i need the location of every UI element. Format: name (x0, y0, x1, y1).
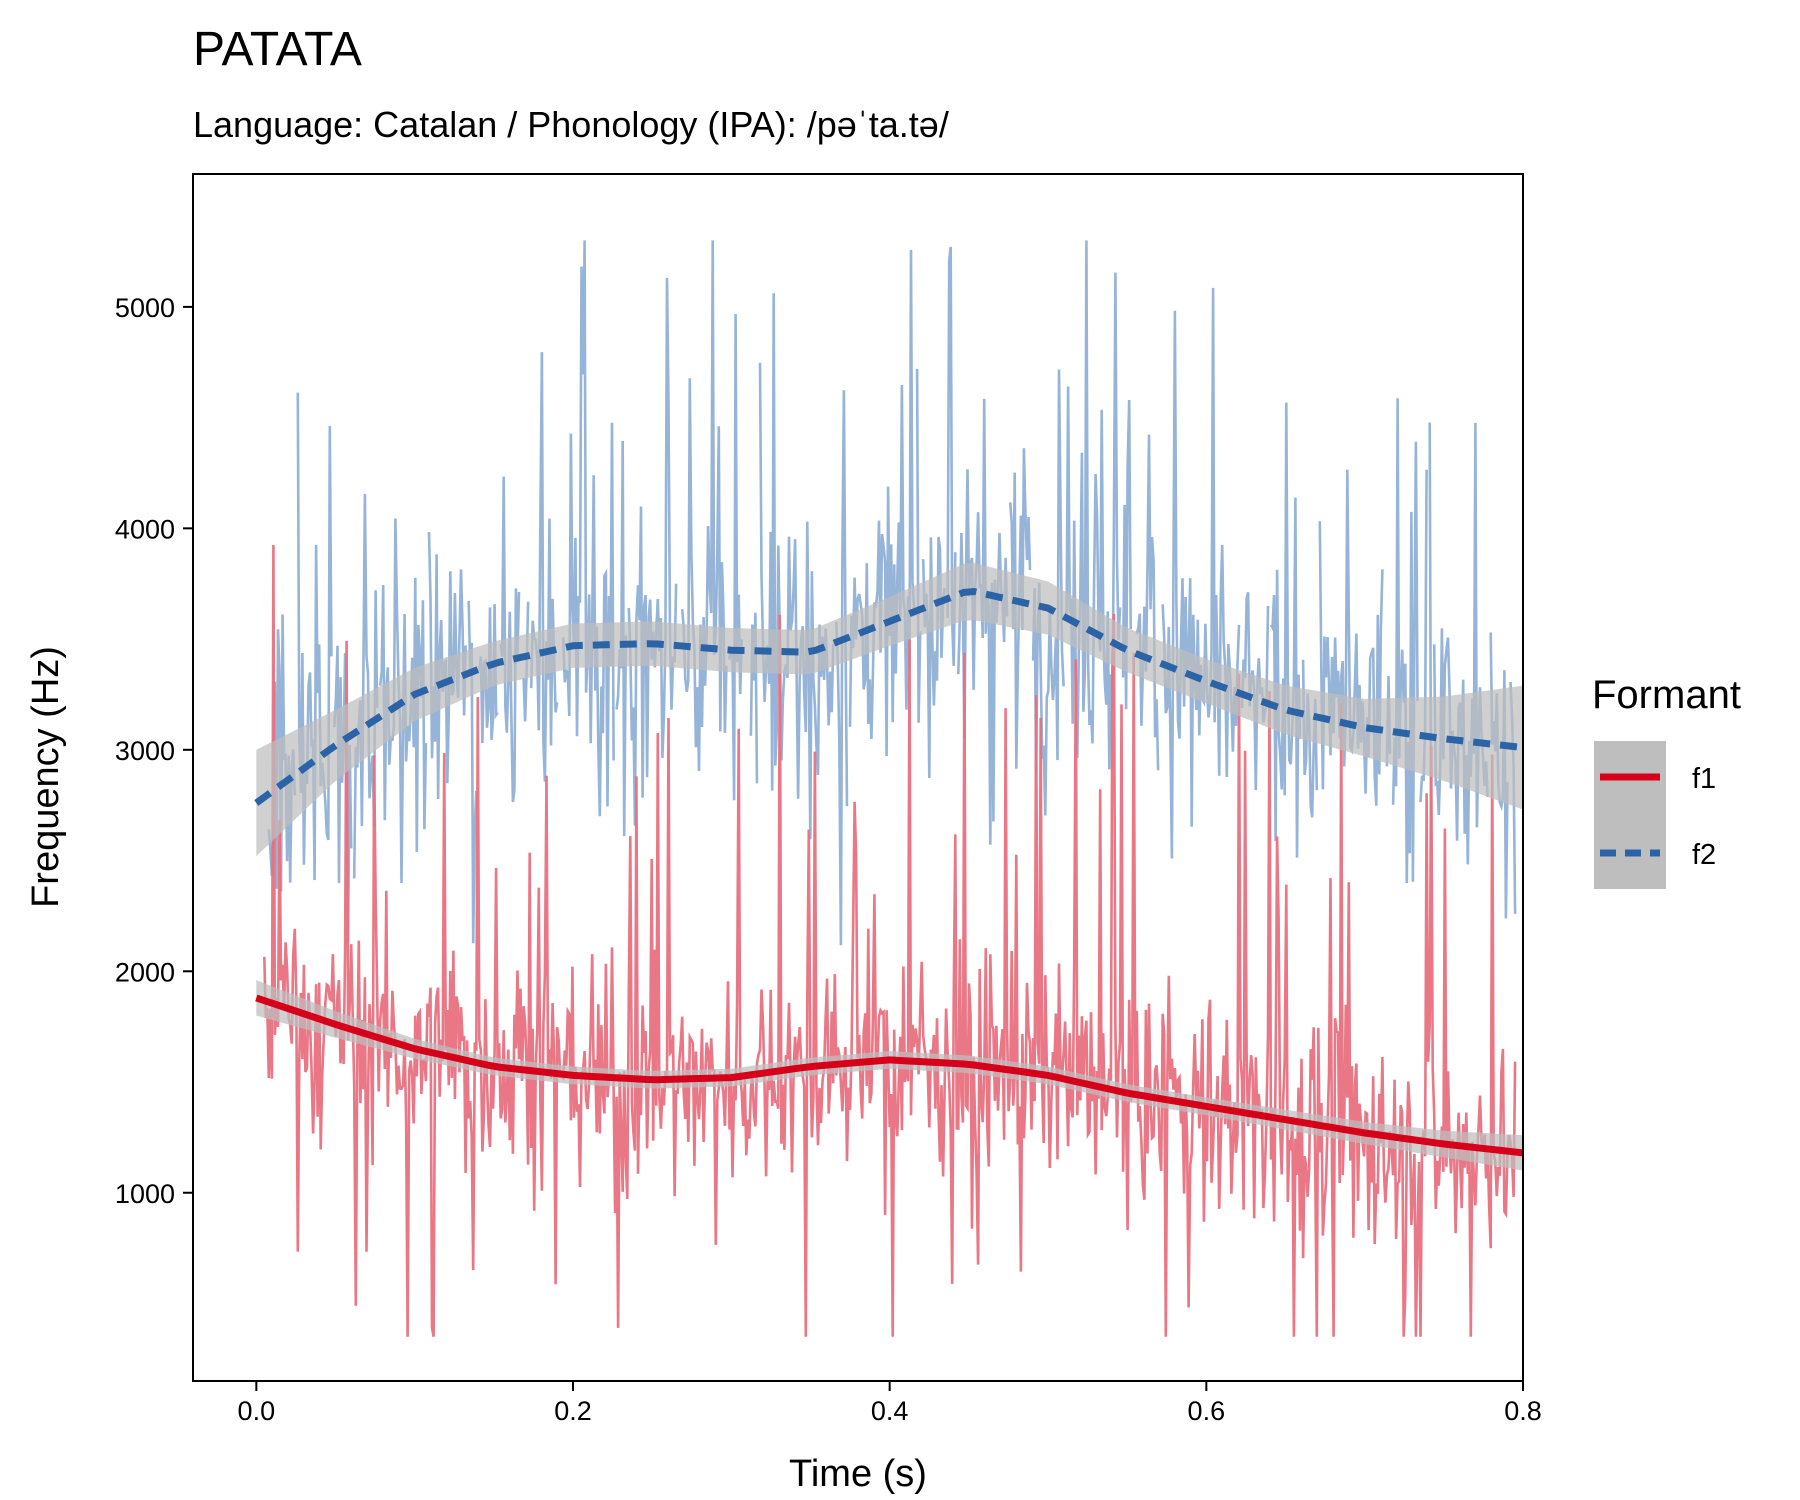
smooth-line-f1 (255, 994, 1523, 1157)
x-tick-label: 0.6 (1188, 1396, 1226, 1426)
legend-key-background (1594, 741, 1666, 889)
smooth-lines (254, 587, 1523, 1157)
legend-label-f1: f1 (1692, 763, 1716, 795)
plot-panel-border (192, 173, 1524, 1382)
x-axis-title: Time (s) (789, 1453, 927, 1495)
chart-title: PATATA (193, 23, 362, 76)
y-tick-label: 5000 (115, 293, 175, 323)
y-tick-label: 3000 (115, 736, 175, 766)
y-tick-label: 1000 (115, 1179, 175, 1209)
raw-track-f1 (263, 544, 1517, 1337)
legend-label-f2: f2 (1692, 839, 1716, 871)
chart-subtitle: Language: Catalan / Phonology (IPA): /pə… (193, 104, 949, 145)
legend-title: Formant (1592, 673, 1741, 717)
ribbon-f1 (256, 980, 1523, 1171)
x-tick-label: 0.0 (238, 1396, 276, 1426)
smooth-line-f2 (254, 587, 1523, 806)
y-axis: 1000 2000 3000 4000 5000 (115, 293, 193, 1209)
ribbon-f2 (256, 562, 1523, 857)
y-axis-title: Frequency (Hz) (25, 646, 67, 908)
x-tick-label: 0.2 (554, 1396, 592, 1426)
y-tick-label: 2000 (115, 957, 175, 987)
x-tick-label: 0.4 (871, 1396, 909, 1426)
x-tick-label: 0.8 (1504, 1396, 1542, 1426)
confidence-ribbons (256, 562, 1523, 1171)
legend: Formant f1 f2 (1592, 673, 1741, 889)
x-axis: 0.0 0.2 0.4 0.6 0.8 (238, 1381, 1542, 1426)
y-tick-label: 4000 (115, 514, 175, 544)
